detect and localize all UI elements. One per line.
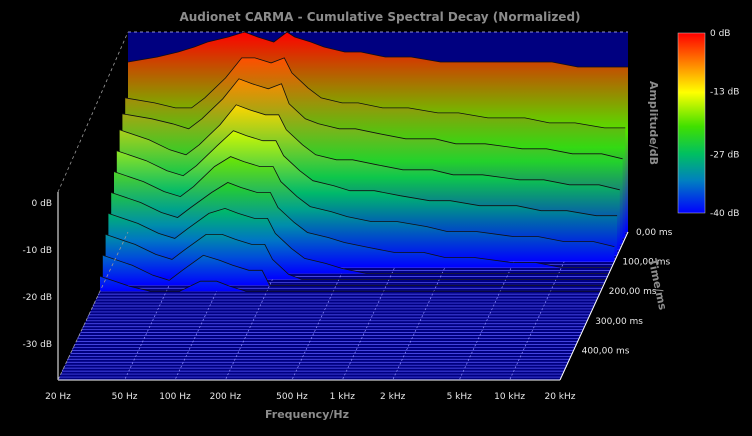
x-tick-label: 1 kHz <box>330 392 356 402</box>
x-tick-label: 20 kHz <box>544 392 575 402</box>
z-tick-label: -30 dB <box>23 340 52 350</box>
chart-title: Audionet CARMA - Cumulative Spectral Dec… <box>179 10 580 24</box>
x-tick-label: 100 Hz <box>159 392 191 402</box>
decay-slice-fill <box>100 276 601 292</box>
axes: 20 Hz 50 Hz 100 Hz 200 Hz 500 Hz 1 kHz 2 kHz 5 … <box>23 31 673 402</box>
decay-slice-line <box>102 254 604 286</box>
floor-freq-line <box>458 231 528 381</box>
decay-slice-line <box>125 57 626 129</box>
colorbar-label: 0 dB <box>710 29 730 39</box>
y-tick-label: 400,00 ms <box>582 346 630 356</box>
x-axis-label: Frequency/Hz <box>265 408 349 421</box>
floor-freq-line <box>392 231 462 381</box>
z-axis-label: Amplitude/dB <box>647 81 660 165</box>
decay-slice-line <box>99 275 601 292</box>
floor-freq-line <box>291 231 362 381</box>
floor-freq-line <box>174 231 245 381</box>
decay-slice-fill <box>102 255 604 286</box>
colorbar-label: -13 dB <box>710 88 739 98</box>
x-tick-label: 2 kHz <box>380 392 406 402</box>
edge-line <box>57 31 129 193</box>
x-tick-label: 20 Hz <box>45 392 71 402</box>
decay-slices <box>99 31 628 292</box>
decay-slice-line <box>119 104 620 191</box>
x-tick-label: 10 kHz <box>494 392 525 402</box>
floor-freq-line <box>225 231 295 381</box>
floor-freq-line <box>341 231 412 381</box>
z-tick-label: -10 dB <box>23 246 52 256</box>
decay-slice-line <box>122 78 623 160</box>
y-tick-label: 0,00 ms <box>636 228 673 238</box>
colorbar: 0 dB -13 dB -27 dB -40 dB <box>677 29 739 219</box>
decay-slice-line <box>105 234 607 280</box>
z-tick-label: -20 dB <box>23 293 52 303</box>
y-tick-label: 200,00 ms <box>609 287 657 297</box>
colorbar-gradient <box>677 32 706 214</box>
decay-slice-line <box>113 156 615 247</box>
y-tick-label: 100,00 ms <box>622 258 670 268</box>
floor-freq-line <box>124 231 195 381</box>
y-tick-label: 300,00 ms <box>595 317 643 327</box>
colorbar-label: -27 dB <box>710 151 739 161</box>
z-tick-label: 0 dB <box>32 199 52 209</box>
decay-slice-line <box>111 182 612 268</box>
decay-slice-line <box>108 207 609 274</box>
floor-freq-line <box>57 231 129 381</box>
x-tick-label: 200 Hz <box>210 392 242 402</box>
x-tick-label: 5 kHz <box>447 392 473 402</box>
decay-slice-line <box>116 130 618 217</box>
floor-freq-line <box>509 231 579 381</box>
x-tick-label: 500 Hz <box>276 392 308 402</box>
x-tick-label: 50 Hz <box>112 392 138 402</box>
y-axis-line <box>559 231 629 381</box>
colorbar-label: -40 dB <box>710 209 739 219</box>
decay-slice-line <box>127 31 628 68</box>
